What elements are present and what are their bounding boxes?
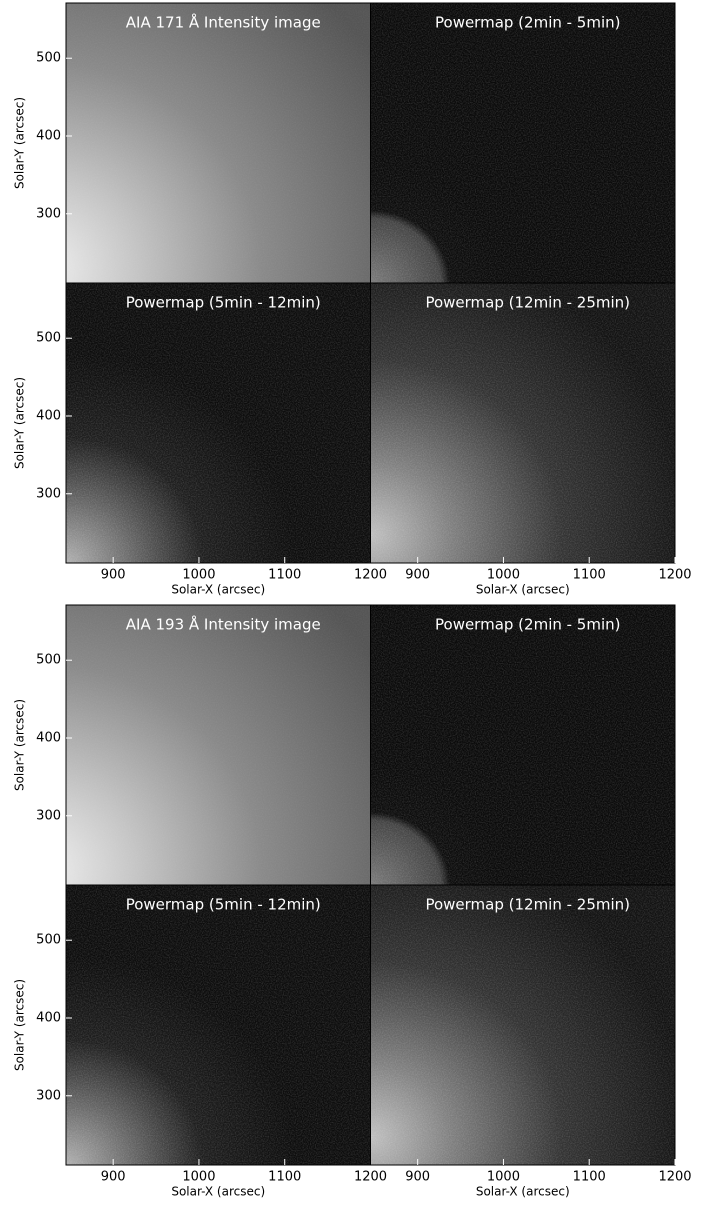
- image-noise: [66, 3, 371, 283]
- x-tick-label: 1000: [182, 1170, 215, 1185]
- panel-title: Powermap (12min - 25min): [425, 294, 630, 312]
- panel-title: Powermap (5min - 12min): [126, 294, 321, 312]
- image-noise: [370, 283, 675, 563]
- y-tick-label: 300: [36, 808, 61, 823]
- x-tick-label: 900: [101, 568, 126, 583]
- y-tick-label: 400: [36, 129, 61, 144]
- panel-title: Powermap (2min - 5min): [435, 14, 621, 32]
- x-tick-label: 1000: [487, 1170, 520, 1185]
- x-tick-label: 1100: [573, 1170, 606, 1185]
- y-tick-label: 300: [36, 1088, 61, 1103]
- y-tick-label: 500: [36, 51, 61, 66]
- x-tick-label: 1000: [182, 568, 215, 583]
- y-axis-label: Solar-Y (arcsec): [13, 699, 27, 791]
- x-tick-label: 1200: [658, 1170, 691, 1185]
- y-tick-label: 300: [36, 486, 61, 501]
- image-noise: [66, 885, 371, 1165]
- x-tick-label: 1100: [268, 1170, 301, 1185]
- image-noise: [370, 605, 675, 885]
- image-noise: [370, 3, 675, 283]
- y-tick-label: 400: [36, 409, 61, 424]
- panel-title: Powermap (12min - 25min): [425, 896, 630, 914]
- y-tick-label: 400: [36, 731, 61, 746]
- y-axis-label: Solar-Y (arcsec): [13, 377, 27, 469]
- image-noise: [66, 283, 371, 563]
- y-tick-label: 400: [36, 1011, 61, 1026]
- x-tick-label: 900: [405, 568, 430, 583]
- x-axis-label: Solar-X (arcsec): [171, 1185, 265, 1199]
- y-tick-label: 500: [36, 653, 61, 668]
- x-axis-label: Solar-X (arcsec): [476, 1185, 570, 1199]
- x-axis-label: Solar-X (arcsec): [171, 583, 265, 597]
- x-tick-label: 1100: [573, 568, 606, 583]
- panel-title: Powermap (2min - 5min): [435, 616, 621, 634]
- x-tick-label: 1200: [354, 568, 387, 583]
- panel-title: AIA 171 Å Intensity image: [126, 13, 321, 32]
- x-tick-label: 1200: [354, 1170, 387, 1185]
- x-tick-label: 1100: [268, 568, 301, 583]
- panel-frame: [370, 282, 676, 564]
- panel-title: AIA 193 Å Intensity image: [126, 615, 321, 634]
- y-tick-label: 300: [36, 206, 61, 221]
- x-tick-label: 1200: [658, 568, 691, 583]
- panel-frame: [370, 884, 676, 1166]
- x-axis-label: Solar-X (arcsec): [476, 583, 570, 597]
- x-tick-label: 900: [405, 1170, 430, 1185]
- y-tick-label: 500: [36, 933, 61, 948]
- x-tick-label: 900: [101, 1170, 126, 1185]
- image-noise: [370, 885, 675, 1165]
- y-tick-label: 500: [36, 331, 61, 346]
- image-noise: [66, 605, 371, 885]
- panel-title: Powermap (5min - 12min): [126, 896, 321, 914]
- y-axis-label: Solar-Y (arcsec): [13, 97, 27, 189]
- y-axis-label: Solar-Y (arcsec): [13, 979, 27, 1071]
- x-tick-label: 1000: [487, 568, 520, 583]
